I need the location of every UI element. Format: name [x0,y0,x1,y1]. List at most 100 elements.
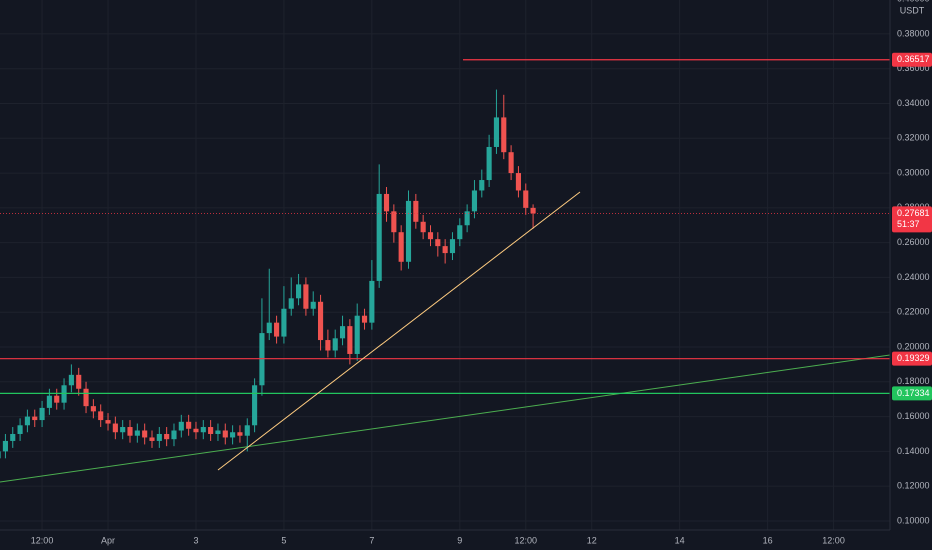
candle-body [471,190,478,212]
candle-body [171,430,177,440]
level-label: 0.36517 [897,54,930,64]
candle-body [457,225,463,240]
y-tick-label: 0.38000 [897,28,930,38]
y-tick-label: 0.26000 [897,237,930,247]
candle-body [369,280,375,323]
candle-body [376,193,382,281]
candle-body [339,326,346,339]
candle-body [383,193,390,212]
candle-body [222,430,228,438]
y-tick-label: 0.24000 [897,272,930,282]
level-label: 0.19329 [897,353,930,363]
x-tick-label: 14 [675,535,685,545]
candle-body [449,239,456,254]
last-price-label: 0.27681 [897,208,930,218]
x-tick-label: 5 [281,535,286,545]
y-tick-label: 0.14000 [897,446,930,456]
candle-body [39,407,45,421]
candle-body [317,301,324,341]
candle-body [193,428,199,433]
candle-body [186,421,192,429]
price-axis [890,0,932,550]
candle-body [200,427,206,433]
candle-body [391,211,397,233]
y-tick-label: 0.36000 [897,63,930,73]
candle-body [274,322,280,337]
plot [0,59,890,459]
candle-body [120,427,126,433]
currency-label: USDT [900,5,925,15]
candle-body [208,427,214,434]
y-tick-label: 0.20000 [897,341,930,351]
x-tick-label: 12:00 [822,535,845,545]
candle-body [515,173,521,191]
x-tick-label: 12:00 [31,535,54,545]
x-tick-label: 7 [369,535,374,545]
y-tick-label: 0.34000 [897,98,930,108]
y-tick-label: 0.18000 [897,376,930,386]
candle-body [405,200,412,262]
candle-body [46,395,52,408]
candle-body [10,433,16,441]
candle-body [398,232,404,262]
candle-body [112,423,118,433]
candle-body [493,117,500,147]
candle-body [17,425,23,434]
candle-body [2,440,8,452]
candle-body [90,406,96,412]
candle-body [325,340,331,351]
countdown-label: 51:37 [897,219,920,229]
x-tick-label: 12:00 [514,535,537,545]
candle-body [479,180,485,191]
candle-body [164,433,170,440]
candle-body [252,385,258,426]
candle-body [361,315,368,323]
candle-body [288,298,294,309]
level-tag [892,52,932,67]
y-tick-label: 0.30000 [897,167,930,177]
candle-body [54,395,60,403]
candle-body [0,451,1,459]
candle-body [105,420,111,424]
candle-body [68,374,74,386]
candle-body [530,207,536,214]
candle-body [237,432,243,436]
candle-body [127,427,133,436]
x-tick-label: 9 [457,535,462,545]
axes: 0.10000 0.12000 0.14000 0.16000 0.18000 0.200… [31,0,932,545]
candle-body [244,425,250,436]
x-tick-label: 12 [587,535,597,545]
candle-body [303,284,309,309]
candle-body [281,308,287,337]
candle-body [134,430,140,436]
trend-line [217,191,581,471]
candle-body [354,315,360,354]
candle-body [32,416,38,421]
x-tick-label: Apr [101,535,115,545]
trend-line [0,354,891,483]
level-label: 0.17334 [897,388,930,398]
candle-body [523,190,529,208]
level-tag [892,386,932,401]
candle-body [442,246,448,254]
candle-body [83,388,89,407]
candle-body [98,411,104,421]
candle-body [508,152,514,174]
candle-body [464,211,470,226]
candle-body [413,200,419,222]
candle-body [310,301,316,309]
y-tick-label: 0.10000 [897,515,930,525]
candle-body [420,221,426,233]
candle-body [156,433,162,441]
candle-body [142,430,148,438]
candle-body [178,421,184,431]
candle-body [215,430,221,434]
candle-body [501,117,507,153]
candle-body [266,322,272,334]
candle-body [427,232,434,240]
y-tick-label: 0.12000 [897,481,930,491]
